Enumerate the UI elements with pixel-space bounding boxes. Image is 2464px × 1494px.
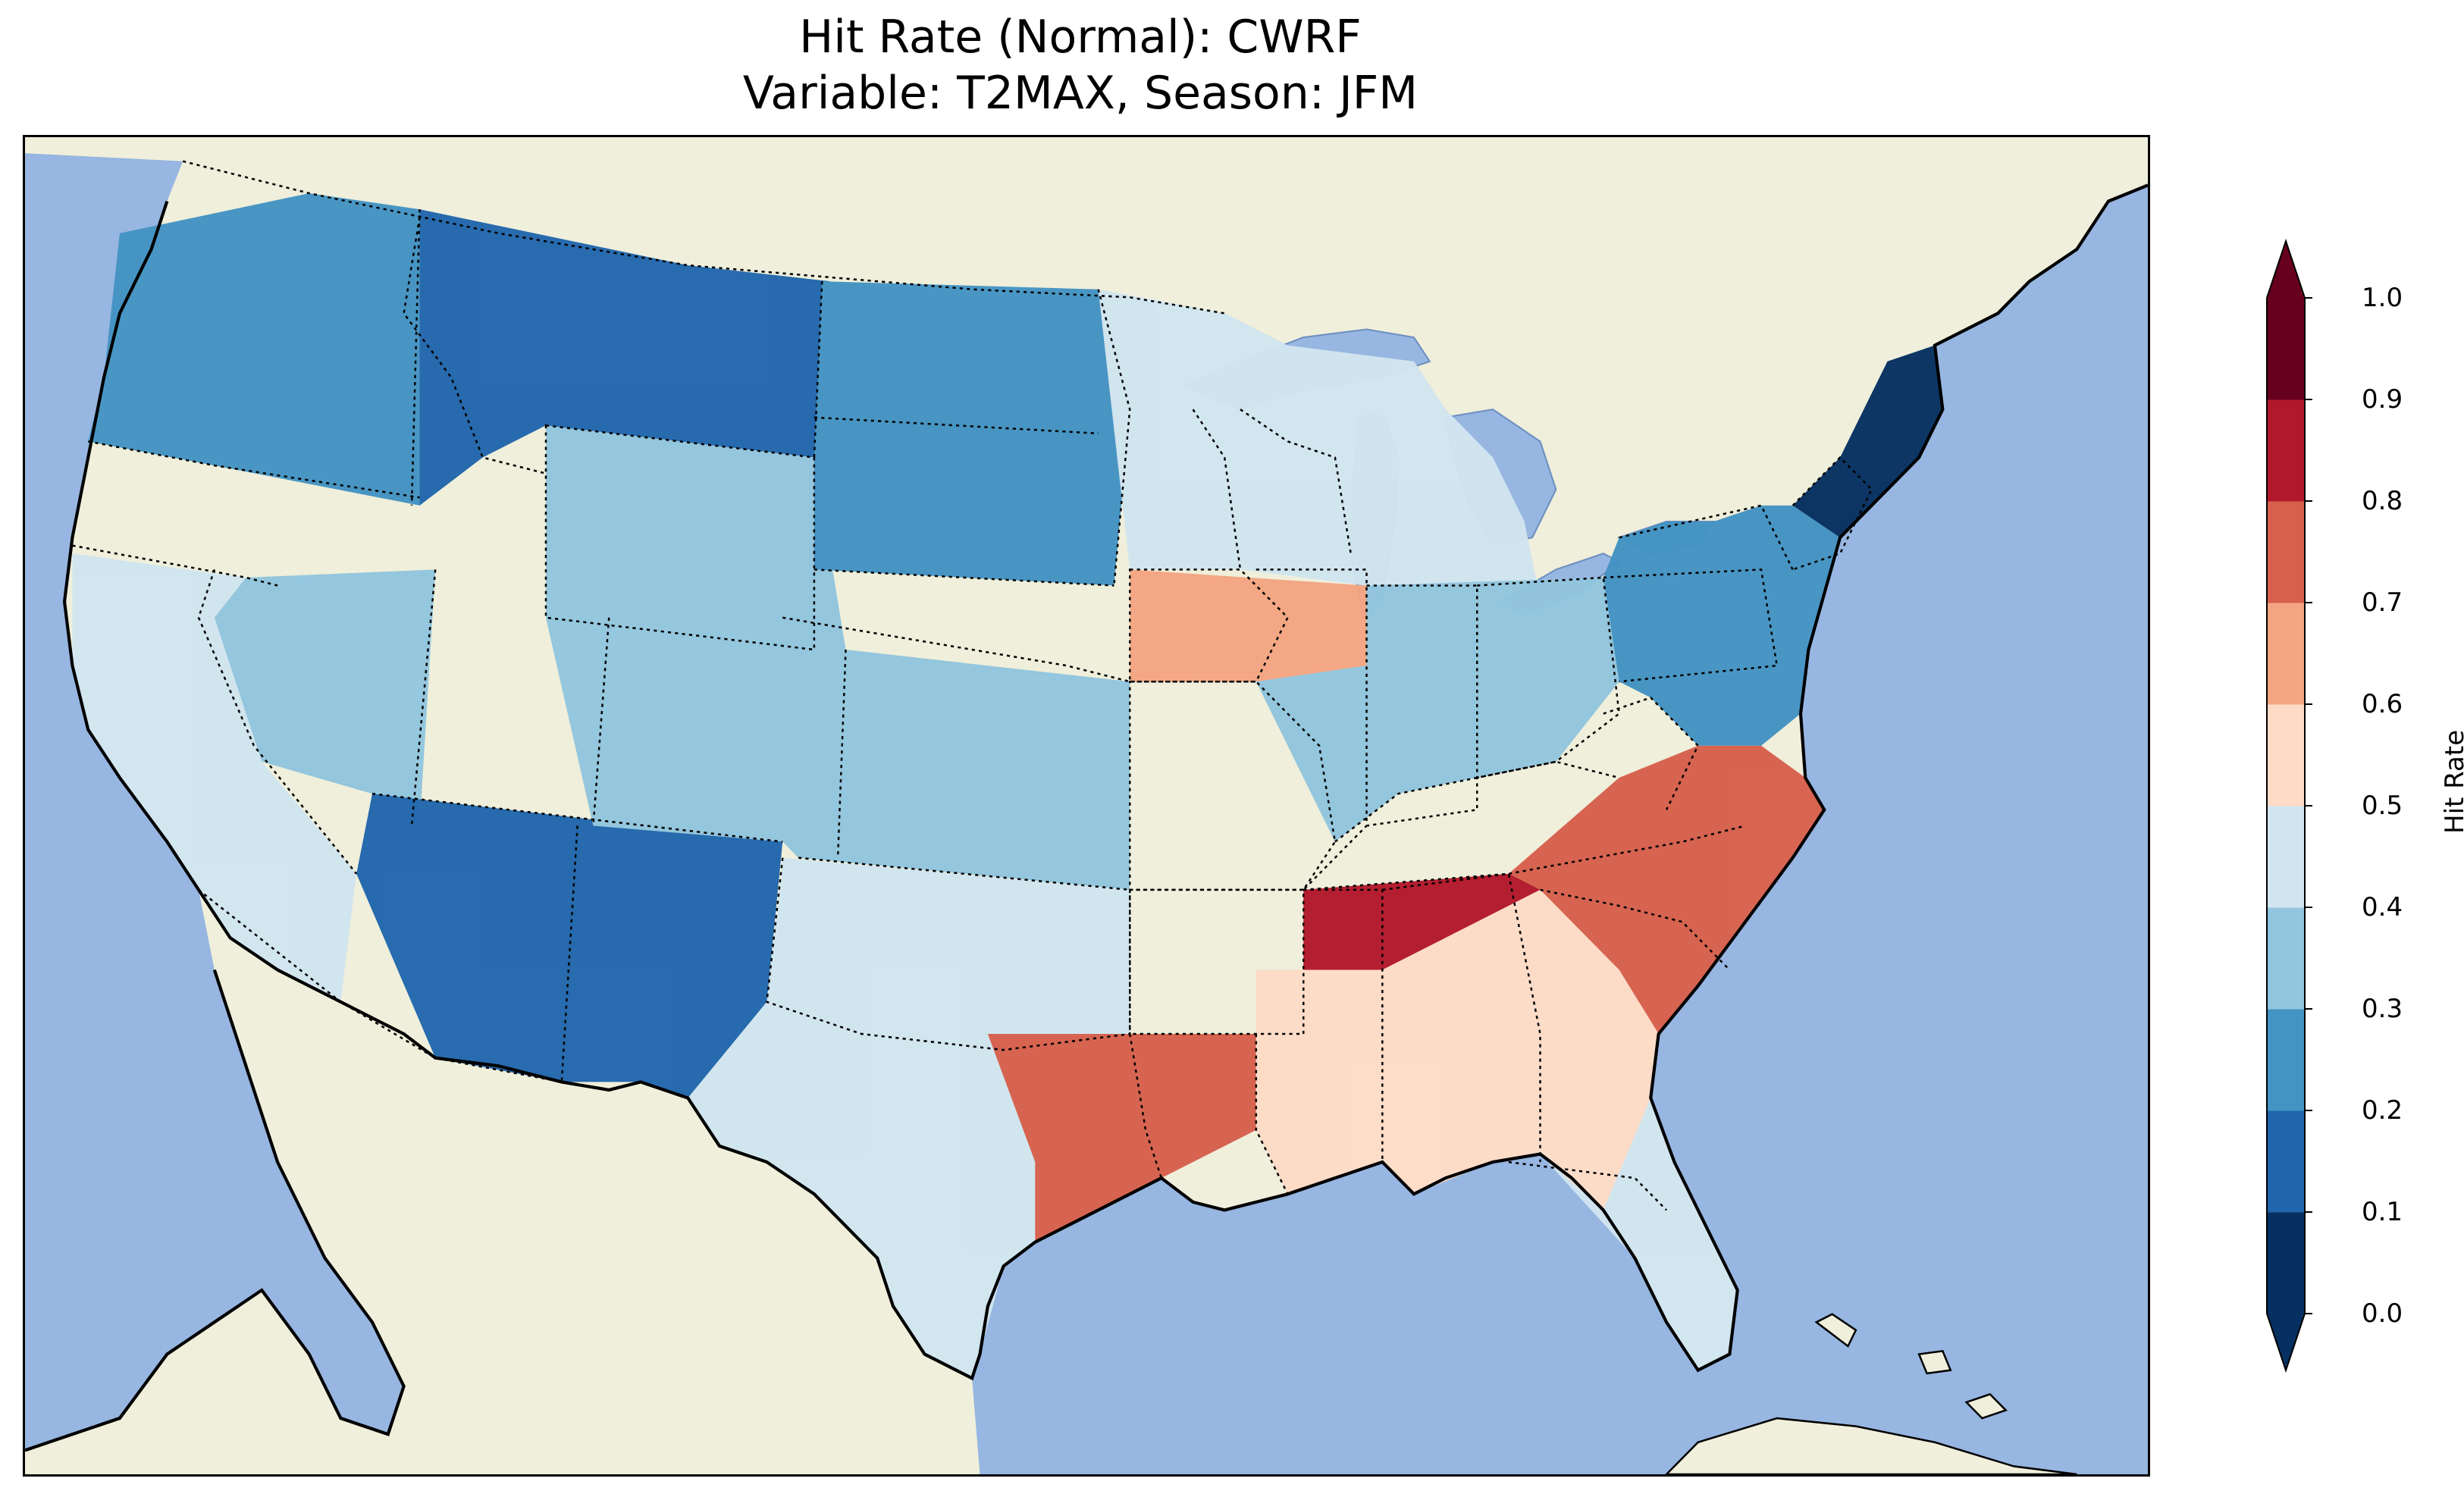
colorbar-tick-label: 0.5 (2362, 791, 2403, 821)
colorbar-swatch (2267, 1110, 2305, 1213)
colorbar-swatch (2267, 907, 2305, 1010)
colorbar-extend-bottom (2267, 1314, 2305, 1370)
border-ia (1129, 568, 1289, 683)
land-mexico (25, 889, 980, 1474)
colorbar-bar (2266, 238, 2312, 1373)
region-carolinas-virginia (1508, 745, 1825, 1035)
border-4corners (371, 792, 783, 843)
region-maine (1792, 345, 1943, 538)
border-tx-la (1129, 889, 1163, 1179)
border-fl (1508, 1160, 1667, 1211)
colorbar-tick-label: 0.4 (2362, 892, 2403, 922)
coastline-baja (25, 969, 406, 1452)
state-borders (72, 160, 1873, 1211)
border-wi-mn (1192, 409, 1242, 570)
region-florida (1540, 1098, 1738, 1370)
border-mi-wi (1240, 409, 1352, 554)
colorbar-swatch (2267, 298, 2305, 400)
land-canada (25, 137, 2148, 602)
colorbar-swatch (2267, 806, 2305, 908)
region-north-dakota-south-dakota (813, 281, 1130, 586)
region-central-plains (545, 425, 1130, 890)
hit-rate-field (72, 193, 1943, 1379)
border-new-england (1792, 456, 1873, 571)
border-ny (1619, 504, 1794, 570)
coastline-us (62, 183, 2148, 1381)
colorbar-swatch (2267, 704, 2305, 807)
border-nc-sc (1540, 888, 1731, 971)
border-ok-tx (766, 857, 1131, 1051)
colorbar-tick-label: 0.1 (2362, 1197, 2403, 1227)
land-cuba (1665, 1417, 2077, 1474)
colorbar-tick-label: 0.6 (2362, 689, 2403, 719)
border-ks-ok (798, 857, 1130, 891)
border-id-wa (410, 209, 421, 506)
map-panel (23, 135, 2150, 1477)
region-great-basin (214, 569, 436, 826)
colorbar-extend-top (2267, 241, 2305, 298)
border-wa-or (88, 440, 420, 499)
land-bahamas (1814, 1313, 2008, 1420)
region-california (72, 553, 357, 1002)
border-co-ks (836, 649, 847, 858)
colorbar-swatch (2267, 1212, 2305, 1314)
colorbar-tick-label: 0.2 (2362, 1095, 2403, 1126)
colorbar-tick-label: 0.9 (2362, 384, 2403, 415)
border-nd-sd (813, 416, 1099, 435)
region-ohio-valley (1256, 577, 1619, 842)
region-northern-rockies (419, 209, 830, 506)
colorbar-swatch (2267, 1009, 2305, 1111)
border-wy (544, 424, 816, 651)
border-ky (1334, 760, 1619, 843)
map (25, 137, 2148, 1474)
border-lat49 (182, 160, 1225, 315)
colorbar-swatch (2267, 603, 2305, 705)
region-texas (688, 857, 1161, 1379)
border-nd-mn (1097, 289, 1131, 586)
colorbar-tick-label: 0.3 (2362, 994, 2403, 1024)
border-ky-tn (1303, 825, 1746, 891)
region-iowa-illinois (1130, 569, 1367, 682)
border-ca-mx (198, 888, 563, 1083)
border-mt-nd (813, 281, 823, 458)
border-al-ga (1382, 872, 1541, 1163)
region-upper-midwest (1098, 289, 1541, 602)
border-il (1256, 568, 1368, 891)
border-id-mt (403, 217, 547, 475)
region-northeast (1603, 505, 1841, 746)
colorbar-swatch (2267, 399, 2305, 502)
region-pacific-northwest (88, 193, 420, 506)
colorbar-tick-label: 0.7 (2362, 587, 2403, 618)
colorbar-swatch (2267, 501, 2305, 603)
region-southeast (1256, 889, 1659, 1211)
region-southwest-arizona-new-mexico (356, 794, 783, 1098)
border-pa (1603, 568, 1779, 683)
border-in (1366, 584, 1478, 827)
border-ar (1130, 888, 1305, 1035)
colorbar-tick-label: 1.0 (2362, 283, 2403, 313)
border-or-ca (72, 544, 278, 587)
colorbar-tick-label: 0.0 (2362, 1298, 2403, 1329)
chart-subtitle: Variable: T2MAX, Season: JFM (742, 67, 1419, 120)
border-ut-co (592, 617, 610, 826)
colorbar-tick-label: 0.8 (2362, 486, 2403, 516)
colorbar: 0.0 0.1 0.2 0.3 0.4 0.5 0.6 0.7 0.8 0.9 1.0 (2266, 238, 2403, 1373)
border-wv-va (1603, 696, 1700, 810)
chart-title: Hit Rate (Normal): CWRF (799, 11, 1362, 64)
region-east-texas-louisiana (987, 1034, 1256, 1242)
border-sd-ne (813, 568, 1114, 587)
colorbar-label: Hit Rate (2440, 729, 2464, 834)
